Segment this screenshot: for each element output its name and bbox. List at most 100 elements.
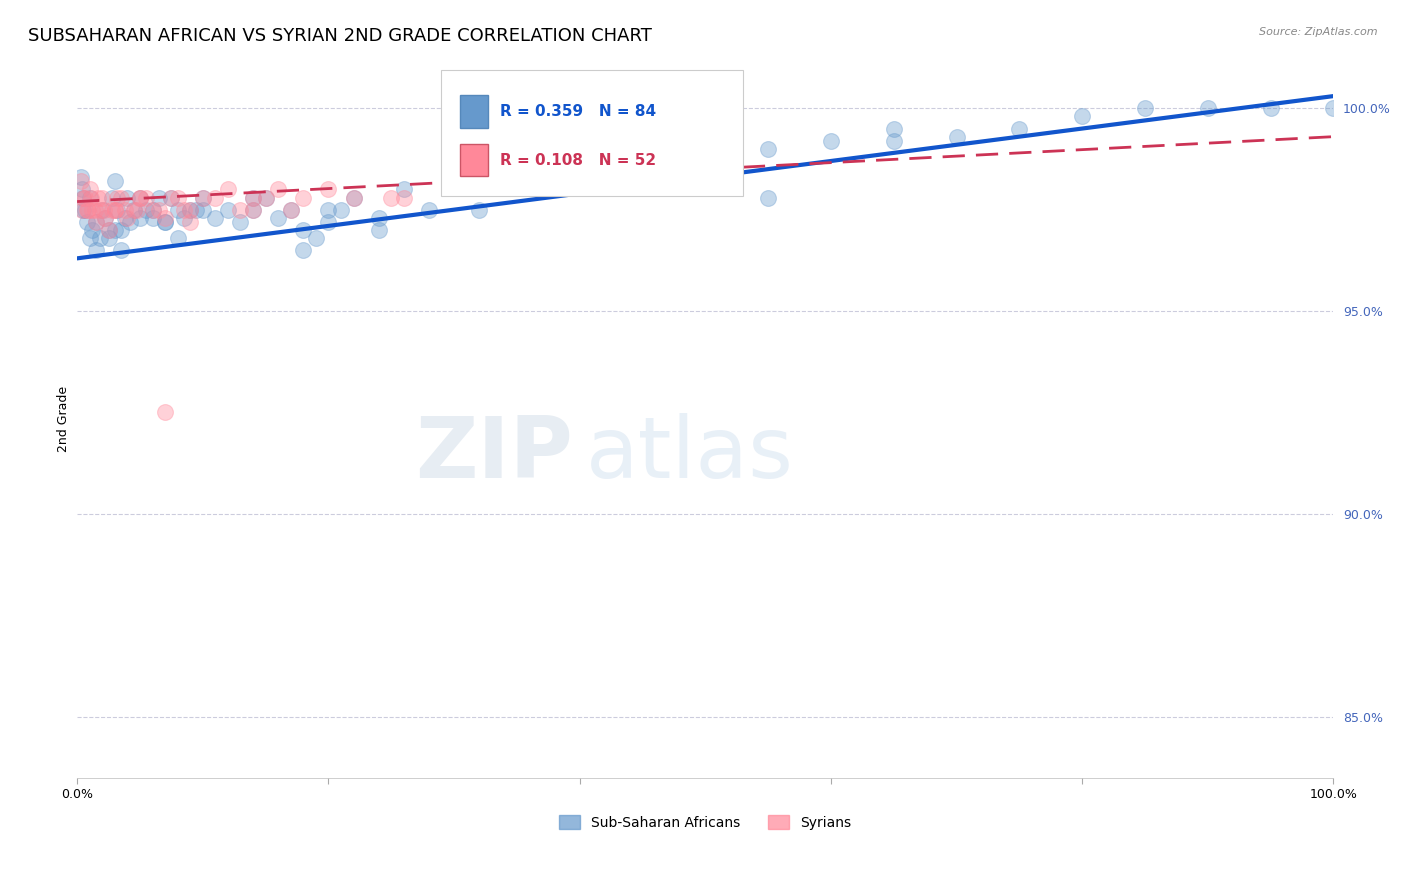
Point [110, 190, 132, 204]
Point [392, 182, 415, 196]
Point [127, 202, 149, 217]
Point [217, 182, 239, 196]
Point [141, 202, 163, 217]
Point [883, 121, 905, 136]
Point [1008, 121, 1031, 136]
FancyBboxPatch shape [460, 144, 488, 176]
Point [292, 244, 315, 258]
Point [72, 190, 94, 204]
Point [392, 190, 415, 204]
Point [84, 215, 107, 229]
Point [76, 202, 98, 217]
Point [367, 223, 389, 237]
Point [318, 202, 340, 217]
Point [101, 202, 124, 217]
Point [110, 223, 132, 237]
FancyBboxPatch shape [441, 70, 742, 196]
FancyBboxPatch shape [460, 95, 488, 128]
Point [153, 405, 176, 419]
Point [242, 190, 264, 204]
Point [1322, 101, 1344, 115]
Point [114, 202, 136, 217]
Text: atlas: atlas [586, 413, 794, 496]
Point [166, 202, 188, 217]
Point [179, 202, 201, 217]
Point [97, 223, 120, 237]
Point [105, 202, 128, 217]
Point [179, 202, 201, 217]
Point [166, 231, 188, 245]
Point [141, 211, 163, 225]
Point [1071, 109, 1094, 123]
Point [292, 190, 315, 204]
Point [695, 162, 717, 177]
Point [93, 202, 115, 217]
Point [1133, 101, 1156, 115]
Point [82, 202, 104, 217]
Text: SUBSAHARAN AFRICAN VS SYRIAN 2ND GRADE CORRELATION CHART: SUBSAHARAN AFRICAN VS SYRIAN 2ND GRADE C… [28, 27, 652, 45]
Point [280, 202, 302, 217]
Point [756, 190, 779, 204]
Point [104, 223, 127, 237]
Point [87, 190, 110, 204]
Point [148, 190, 170, 204]
Point [110, 244, 132, 258]
Point [114, 211, 136, 225]
Text: R = 0.359   N = 84: R = 0.359 N = 84 [501, 103, 657, 119]
Point [292, 223, 315, 237]
Point [91, 190, 114, 204]
Point [79, 231, 101, 245]
Point [82, 223, 104, 237]
Point [101, 190, 124, 204]
Point [173, 202, 195, 217]
Point [129, 190, 152, 204]
Point [593, 162, 616, 177]
Point [173, 211, 195, 225]
Point [367, 211, 389, 225]
Point [443, 174, 465, 188]
Point [135, 190, 157, 204]
Point [179, 215, 201, 229]
Point [117, 190, 139, 204]
Point [80, 190, 103, 204]
Point [380, 190, 402, 204]
Point [945, 129, 967, 144]
Point [70, 170, 93, 185]
Point [280, 202, 302, 217]
Point [117, 211, 139, 225]
Point [318, 182, 340, 196]
Point [204, 190, 226, 204]
Point [70, 174, 93, 188]
Point [267, 182, 290, 196]
Point [204, 211, 226, 225]
Point [191, 190, 214, 204]
Point [191, 202, 214, 217]
Point [72, 202, 94, 217]
Point [695, 150, 717, 164]
Point [129, 190, 152, 204]
Point [468, 202, 491, 217]
Point [305, 231, 328, 245]
Point [105, 190, 128, 204]
Point [166, 190, 188, 204]
Point [77, 202, 100, 217]
Point [94, 211, 117, 225]
Point [153, 215, 176, 229]
Point [122, 202, 145, 217]
Point [153, 215, 176, 229]
Point [89, 202, 111, 217]
Point [160, 190, 183, 204]
Point [70, 202, 93, 217]
Point [506, 142, 529, 156]
Point [104, 202, 127, 217]
Point [135, 202, 157, 217]
Point [229, 202, 252, 217]
Legend: Sub-Saharan Africans, Syrians: Sub-Saharan Africans, Syrians [554, 809, 856, 835]
Point [94, 211, 117, 225]
Point [342, 190, 364, 204]
Point [418, 202, 440, 217]
Point [76, 215, 98, 229]
Point [254, 190, 277, 204]
Point [593, 162, 616, 177]
Point [70, 182, 93, 196]
